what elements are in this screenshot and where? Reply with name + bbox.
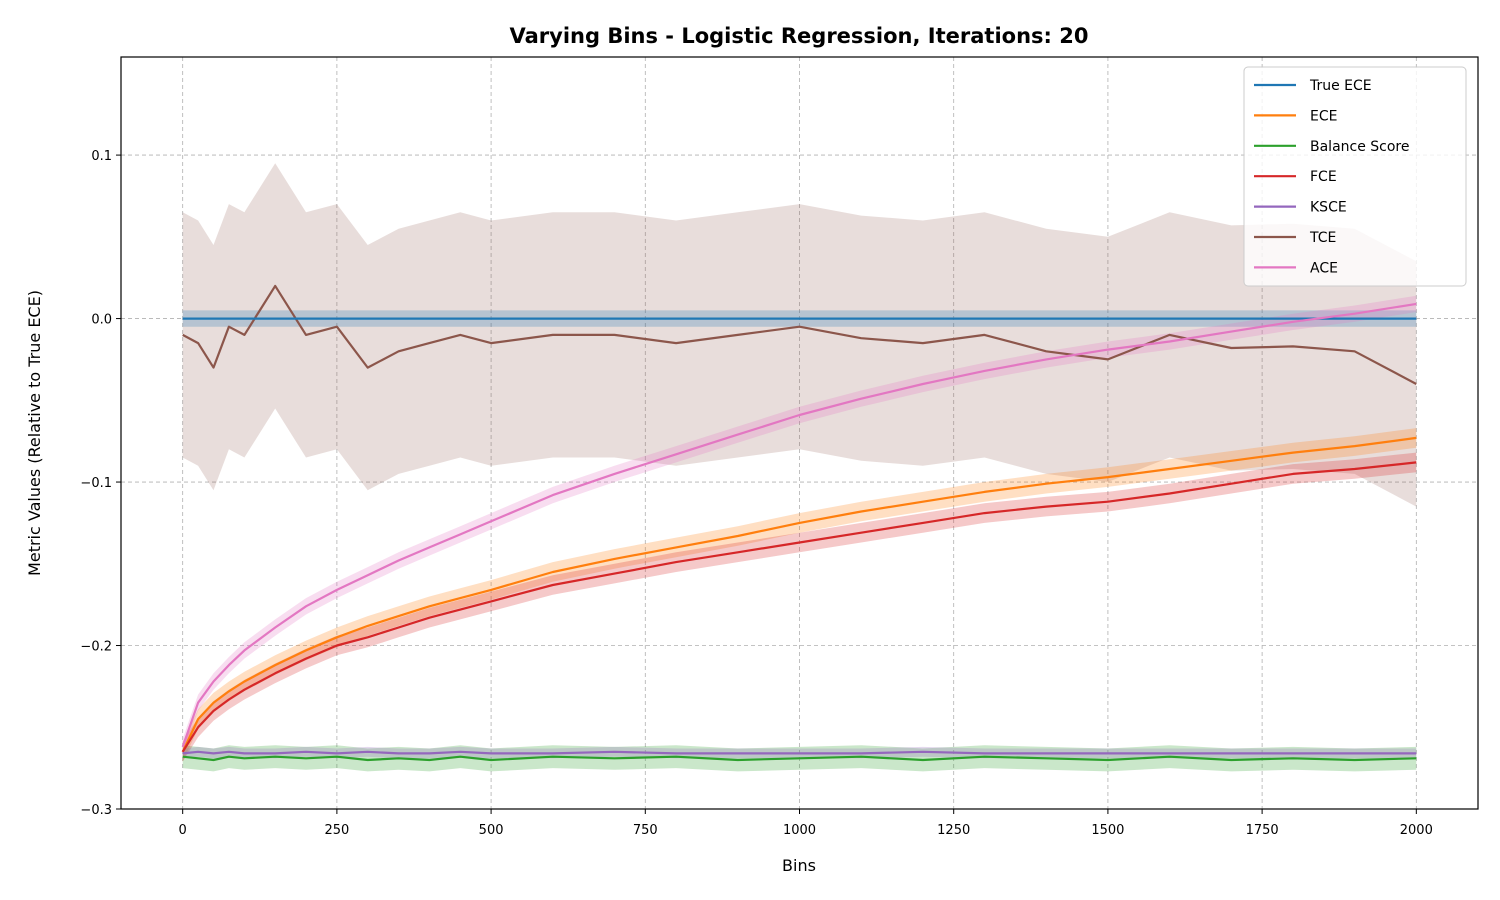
x-tick-label: 1750	[1246, 823, 1279, 838]
y-tick-label: 0.1	[91, 149, 112, 164]
legend-label-balance-score: Balance Score	[1310, 139, 1410, 155]
x-tick-label: 500	[479, 823, 504, 838]
balance-score-line	[182, 755, 1417, 762]
tce-line	[182, 284, 1417, 385]
legend: True ECE ECE Balance Score FCE KSCE TCE ACE	[1243, 66, 1467, 287]
y-tick-label: −0.1	[80, 476, 112, 491]
legend-box	[1243, 66, 1467, 287]
x-tick-label: 750	[633, 823, 658, 838]
legend-label-ace: ACE	[1310, 260, 1338, 276]
legend-label-ksce: KSCE	[1310, 200, 1347, 216]
ace-line	[181, 302, 1417, 748]
tce-band	[182, 163, 1417, 507]
fce-line	[181, 461, 1417, 753]
x-tick-label: 0	[179, 823, 187, 838]
axis-ticks: 0 250 500 750 1000 1250 1500 1750 2000 −0.3 −0.2 −0…	[80, 149, 1432, 838]
y-axis-label: Metric Values (Relative to True ECE)	[25, 290, 44, 576]
y-tick-label: 0.0	[91, 313, 112, 328]
chart-title: Varying Bins - Logistic Regression, Iter…	[510, 24, 1089, 48]
ece-band	[182, 428, 1417, 762]
x-tick-label: 2000	[1400, 823, 1433, 838]
legend-label-fce: FCE	[1310, 169, 1337, 185]
legend-label-ece: ECE	[1310, 108, 1337, 124]
series-lines	[181, 284, 1417, 762]
x-tick-label: 1250	[937, 823, 970, 838]
legend-label-true-ece: True ECE	[1309, 78, 1372, 94]
x-tick-label: 1500	[1091, 823, 1124, 838]
y-tick-label: −0.2	[80, 640, 112, 655]
ece-line	[181, 436, 1417, 753]
ksce-line	[182, 750, 1417, 755]
x-tick-label: 1000	[783, 823, 816, 838]
y-tick-label: −0.3	[80, 803, 112, 818]
x-tick-label: 250	[324, 823, 349, 838]
legend-label-tce: TCE	[1309, 230, 1336, 246]
x-axis-label: Bins	[782, 856, 816, 875]
fce-band	[182, 452, 1417, 762]
